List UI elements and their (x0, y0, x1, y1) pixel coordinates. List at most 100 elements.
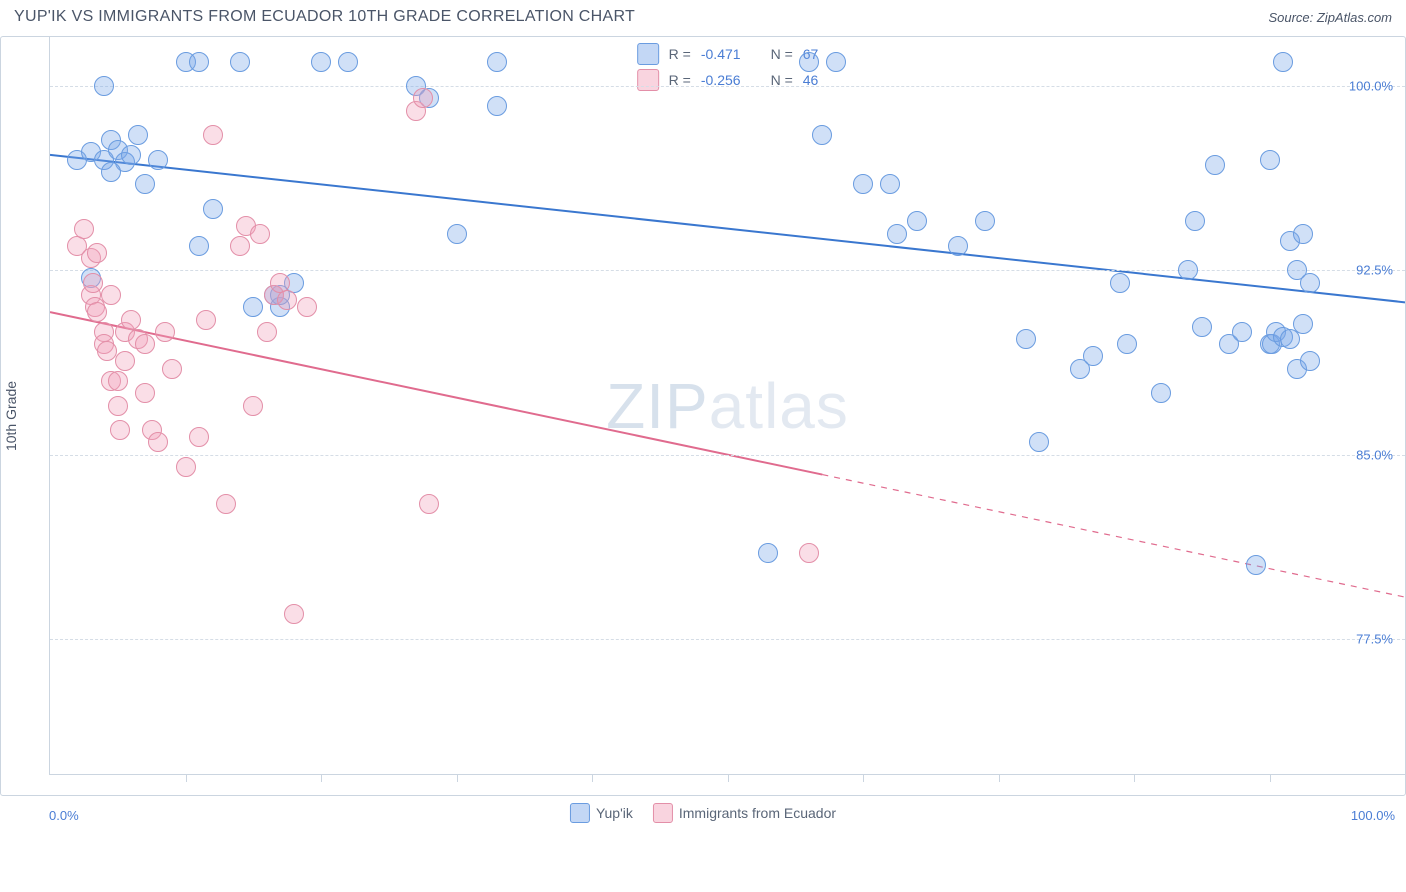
watermark-suffix: atlas (709, 370, 849, 442)
watermark: ZIPatlas (606, 369, 849, 443)
chart-container: 10th Grade ZIPatlas R = -0.471 N = 67 R … (0, 36, 1406, 796)
y-tick-label: 77.5% (1356, 631, 1393, 646)
data-point (1016, 329, 1036, 349)
data-point (135, 334, 155, 354)
data-point (108, 371, 128, 391)
data-point (189, 52, 209, 72)
data-point (907, 211, 927, 231)
data-point (74, 219, 94, 239)
data-point (487, 52, 507, 72)
data-point (189, 427, 209, 447)
data-point (1151, 383, 1171, 403)
x-tick-label: 0.0% (49, 808, 79, 823)
data-point (87, 302, 107, 322)
data-point (1083, 346, 1103, 366)
data-point (230, 52, 250, 72)
swatch-icon (637, 43, 659, 65)
x-tick (321, 774, 322, 782)
data-point (826, 52, 846, 72)
data-point (880, 174, 900, 194)
gridline (50, 270, 1405, 271)
data-point (155, 322, 175, 342)
data-point (1246, 555, 1266, 575)
stats-legend: R = -0.471 N = 67 R = -0.256 N = 46 (637, 43, 819, 95)
data-point (83, 273, 103, 293)
data-point (135, 383, 155, 403)
data-point (799, 543, 819, 563)
data-point (311, 52, 331, 72)
data-point (284, 604, 304, 624)
data-point (1110, 273, 1130, 293)
data-point (196, 310, 216, 330)
stat-label: R = (669, 46, 691, 62)
data-point (948, 236, 968, 256)
y-tick-label: 100.0% (1349, 79, 1393, 94)
data-point (257, 322, 277, 342)
data-point (1117, 334, 1137, 354)
legend-item: Yup'ik (570, 803, 633, 823)
data-point (812, 125, 832, 145)
data-point (203, 199, 223, 219)
data-point (277, 290, 297, 310)
data-point (1192, 317, 1212, 337)
data-point (799, 52, 819, 72)
swatch-icon (653, 803, 673, 823)
gridline (50, 639, 1405, 640)
data-point (887, 224, 907, 244)
data-point (230, 236, 250, 256)
x-tick (999, 774, 1000, 782)
data-point (203, 125, 223, 145)
stat-label: N = (771, 46, 793, 62)
x-tick (186, 774, 187, 782)
trend-line-dashed (822, 475, 1405, 598)
x-tick (1270, 774, 1271, 782)
x-tick (1134, 774, 1135, 782)
data-point (108, 396, 128, 416)
data-point (87, 243, 107, 263)
data-point (1293, 314, 1313, 334)
watermark-prefix: ZIP (606, 370, 709, 442)
stat-value: -0.471 (701, 46, 741, 62)
data-point (758, 543, 778, 563)
data-point (101, 285, 121, 305)
data-point (487, 96, 507, 116)
data-point (148, 432, 168, 452)
legend-label: Yup'ik (596, 805, 633, 821)
data-point (115, 351, 135, 371)
data-point (189, 236, 209, 256)
x-tick (863, 774, 864, 782)
data-point (101, 162, 121, 182)
data-point (135, 174, 155, 194)
stats-row: R = -0.256 N = 46 (637, 69, 819, 91)
x-tick-label: 100.0% (1351, 808, 1395, 823)
data-point (297, 297, 317, 317)
data-point (1029, 432, 1049, 452)
gridline (50, 455, 1405, 456)
chart-source: Source: ZipAtlas.com (1268, 10, 1392, 25)
legend-item: Immigrants from Ecuador (653, 803, 836, 823)
data-point (243, 297, 263, 317)
gridline (50, 86, 1405, 87)
bottom-legend: Yup'ik Immigrants from Ecuador (570, 803, 836, 823)
data-point (1300, 273, 1320, 293)
data-point (250, 224, 270, 244)
data-point (1232, 322, 1252, 342)
data-point (1205, 155, 1225, 175)
data-point (243, 396, 263, 416)
stats-row: R = -0.471 N = 67 (637, 43, 819, 65)
data-point (128, 125, 148, 145)
y-tick-label: 92.5% (1356, 263, 1393, 278)
y-tick-label: 85.0% (1356, 447, 1393, 462)
x-tick (457, 774, 458, 782)
data-point (176, 457, 196, 477)
chart-title: YUP'IK VS IMMIGRANTS FROM ECUADOR 10TH G… (14, 8, 635, 26)
x-tick (592, 774, 593, 782)
x-tick (728, 774, 729, 782)
data-point (1273, 52, 1293, 72)
data-point (216, 494, 236, 514)
data-point (162, 359, 182, 379)
data-point (148, 150, 168, 170)
y-axis-label: 10th Grade (3, 381, 19, 451)
legend-label: Immigrants from Ecuador (679, 805, 836, 821)
data-point (1300, 351, 1320, 371)
